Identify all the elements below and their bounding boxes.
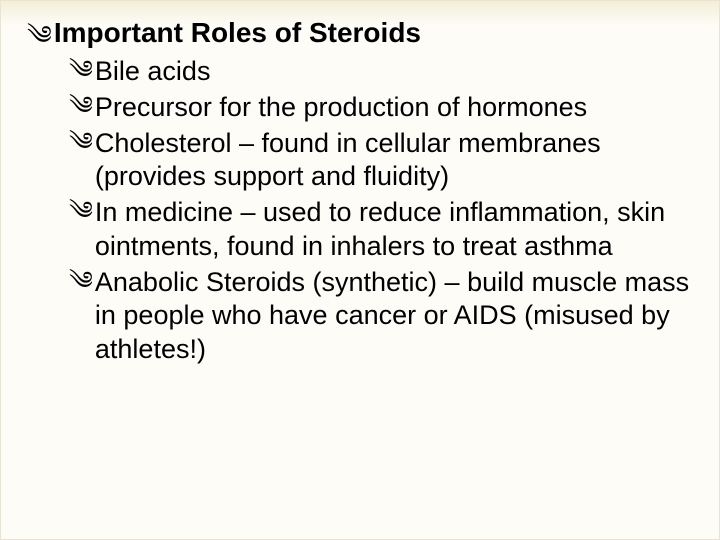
list-item: ༄ Bile acids	[69, 55, 691, 89]
bullet-icon: ༄	[69, 130, 93, 155]
bullet-icon: ༄	[69, 199, 93, 224]
list-item: ༄ Precursor for the production of hormon…	[69, 91, 691, 125]
list-item: ༄ Cholesterol – found in cellular membra…	[69, 127, 691, 195]
list-item-text: Precursor for the production of hormones	[95, 91, 691, 125]
list-item: ༄ In medicine – used to reduce inflammat…	[69, 196, 691, 264]
bullet-icon: ༄	[69, 58, 93, 83]
slide: ༄ Important Roles of Steroids ༄ Bile aci…	[0, 0, 720, 540]
lvl2-list: ༄ Bile acids ༄ Precursor for the product…	[69, 55, 691, 367]
list-item-text: Anabolic Steroids (synthetic) – build mu…	[95, 266, 691, 367]
heading-text: Important Roles of Steroids	[54, 17, 421, 49]
list-item: ༄ Anabolic Steroids (synthetic) – build …	[69, 266, 691, 367]
list-item-text: Bile acids	[95, 55, 691, 89]
list-item-text: In medicine – used to reduce inflammatio…	[95, 196, 691, 264]
bullet-icon: ༄	[69, 94, 93, 119]
heading-lvl1: ༄ Important Roles of Steroids	[27, 17, 691, 49]
bullet-icon: ༄	[69, 269, 93, 294]
list-item-text: Cholesterol – found in cellular membrane…	[95, 127, 691, 195]
bullet-icon: ༄	[27, 23, 52, 49]
